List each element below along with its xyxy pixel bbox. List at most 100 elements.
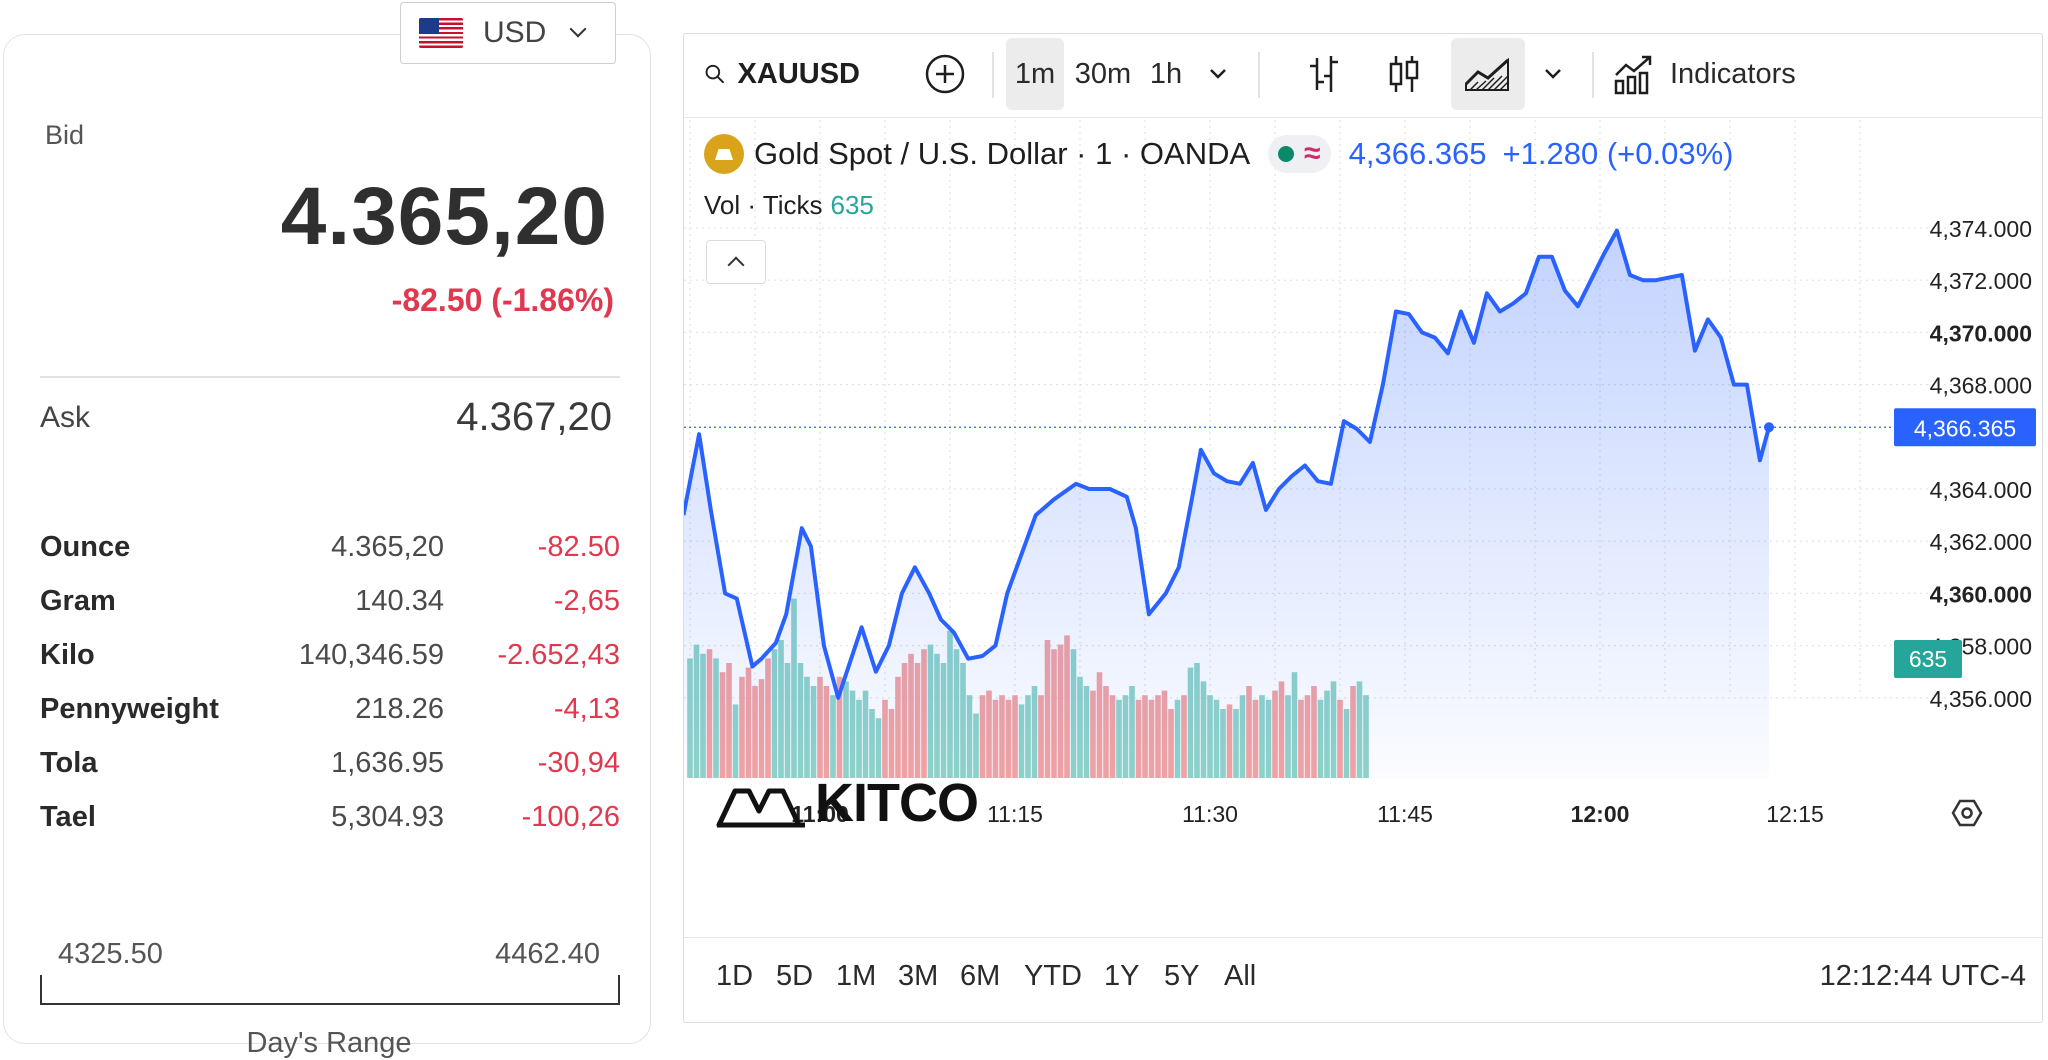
- unit-change: -2.652,43: [497, 639, 620, 671]
- day-range-high: 4462.40: [495, 938, 600, 970]
- time-axis-label: 11:15: [987, 801, 1043, 827]
- volume-tag: [1894, 640, 1962, 678]
- candlestick-icon: [1389, 56, 1419, 92]
- symbol-label: XAUUSD: [737, 57, 860, 90]
- timeframe-30m-button[interactable]: 30m: [1070, 38, 1136, 110]
- time-axis-label: 11:30: [1182, 801, 1238, 827]
- range-ytd-button[interactable]: YTD: [1024, 960, 1082, 992]
- price-axis-label: 4,364.000: [1930, 477, 2032, 503]
- timeframe-label: 30m: [1074, 57, 1132, 90]
- last-price-tag: [1894, 408, 2036, 447]
- time-axis-label: 12:00: [1571, 801, 1630, 827]
- market-status-pill[interactable]: ≈: [1268, 135, 1331, 173]
- range-all-button[interactable]: All: [1224, 960, 1257, 992]
- range-toolbar: 1D 5D 1M 3M 6M YTD 1Y 5Y All 12:12:44 UT…: [684, 937, 2042, 1023]
- unit-price: 5,304.93: [331, 801, 444, 833]
- unit-row-tola: Tola 1,636.95 -30,94: [40, 747, 620, 801]
- unit-change: -30,94: [537, 747, 620, 779]
- range-3m-button[interactable]: 3M: [898, 960, 939, 992]
- unit-price: 140,346.59: [298, 639, 444, 671]
- volume-legend: Vol · Ticks 635: [704, 190, 874, 221]
- currency-select[interactable]: USD: [400, 2, 616, 64]
- chart-plot-area[interactable]: 4,374.000 4,372.000 4,370.000 4,368.000 4,36…: [684, 120, 2042, 906]
- time-axis-label: 12:15: [1766, 801, 1824, 827]
- area-chart-type-button[interactable]: [1451, 38, 1525, 110]
- legend-change: +1.280 (+0.03%): [1502, 136, 1734, 171]
- timeframe-dropdown-button[interactable]: [1196, 38, 1240, 110]
- unit-name: Tael: [40, 801, 96, 833]
- chart-widget: XAUUSD 1m 30m 1h: [683, 33, 2043, 1023]
- ask-label: Ask: [40, 401, 91, 434]
- status-wave-icon: ≈: [1304, 137, 1321, 170]
- unit-name: Pennyweight: [40, 693, 219, 725]
- price-area-fill: [684, 230, 1769, 778]
- range-5y-button[interactable]: 5Y: [1164, 960, 1200, 992]
- indicators-label: Indicators: [1670, 57, 1796, 90]
- price-axis-label: 4,362.000: [1930, 529, 2032, 555]
- settings-hex-center: [1961, 807, 1973, 819]
- volume-legend-value: 635: [830, 190, 874, 220]
- ohlc-bars-icon: [1310, 56, 1338, 92]
- indicators-button[interactable]: Indicators: [1612, 38, 1822, 110]
- candle-chart-type-button[interactable]: [1376, 38, 1432, 110]
- indicators-icon: [1614, 55, 1652, 95]
- symbol-search-button[interactable]: XAUUSD: [700, 38, 860, 110]
- toolbar-separator: [992, 52, 994, 98]
- range-5d-button[interactable]: 5D: [776, 960, 814, 992]
- unit-change: -100,26: [521, 801, 620, 833]
- unit-price: 1,636.95: [331, 747, 444, 779]
- kitco-wordmark: KITCO: [815, 773, 979, 833]
- unit-row-tael: Tael 5,304.93 -100,26: [40, 801, 620, 855]
- collapse-legend-button[interactable]: [706, 240, 766, 284]
- unit-name: Ounce: [40, 531, 131, 563]
- unit-price: 218.26: [355, 693, 444, 725]
- bid-price: 4.365,20: [280, 171, 608, 262]
- unit-name: Tola: [40, 747, 98, 779]
- unit-price-table: Ounce 4.365,20 -82.50 Gram 140.34 -2,65 …: [40, 531, 620, 855]
- quote-card: Bid 4.365,20 -82.50 (-1.86%) Ask 4.367,2…: [3, 34, 651, 1059]
- us-flag-icon: [419, 18, 463, 48]
- unit-name: Gram: [40, 585, 116, 617]
- bid-change: -82.50 (-1.86%): [391, 282, 614, 318]
- settings-hex-icon: [1951, 799, 1983, 827]
- range-1y-button[interactable]: 1Y: [1104, 960, 1140, 992]
- price-tags: 4,366.365 635: [1894, 408, 2036, 678]
- chart-toolbar: XAUUSD 1m 30m 1h: [684, 34, 2042, 118]
- chart-type-dropdown-button[interactable]: [1532, 38, 1574, 110]
- last-price-tag-label: 4,366.365: [1914, 415, 2016, 441]
- unit-row-pennyweight: Pennyweight 218.26 -4,13: [40, 693, 620, 747]
- price-axis-label: 4,356.000: [1930, 686, 2032, 712]
- time-axis-label: 11:45: [1377, 801, 1433, 827]
- chart-clock[interactable]: 12:12:44 UTC-4: [1819, 960, 2026, 992]
- compare-symbol-button[interactable]: [916, 38, 974, 110]
- time-axis-settings-button[interactable]: [1951, 799, 1983, 827]
- unit-row-gram: Gram 140.34 -2,65: [40, 585, 620, 639]
- plus-circle-icon: [925, 54, 965, 94]
- timeframe-1h-button[interactable]: 1h: [1140, 38, 1192, 110]
- price-axis: 4,374.000 4,372.000 4,370.000 4,368.000 4,36…: [1930, 216, 2032, 712]
- unit-change: -2,65: [553, 585, 620, 617]
- range-1m-button[interactable]: 1M: [836, 960, 877, 992]
- day-range-bar: [40, 975, 620, 1005]
- price-area: [684, 228, 1924, 778]
- toolbar-separator: [1258, 52, 1260, 98]
- timeframe-label: 1h: [1149, 57, 1183, 90]
- bar-chart-type-button[interactable]: [1296, 38, 1352, 110]
- unit-price: 4.365,20: [331, 531, 444, 563]
- market-open-dot-icon: [1278, 146, 1295, 162]
- gold-coin-icon: [704, 134, 744, 174]
- range-6m-button[interactable]: 6M: [960, 960, 1001, 992]
- chevron-down-icon: [1545, 69, 1561, 79]
- currency-label: USD: [483, 16, 547, 49]
- chevron-up-icon: [727, 256, 745, 274]
- unit-price: 140.34: [355, 585, 444, 617]
- timeframe-1m-button[interactable]: 1m: [1006, 38, 1064, 110]
- chart-legend: Gold Spot / U.S. Dollar · 1 · OANDA ≈ 4,…: [704, 134, 1734, 174]
- price-axis-label: 4,368.000: [1930, 373, 2032, 399]
- unit-name: Kilo: [40, 639, 95, 671]
- chevron-down-icon: [1210, 69, 1226, 79]
- bid-label: Bid: [45, 120, 85, 150]
- timeframe-label: 1m: [1014, 57, 1056, 90]
- range-1d-button[interactable]: 1D: [716, 960, 754, 992]
- kitco-watermark: KITCO: [715, 772, 979, 834]
